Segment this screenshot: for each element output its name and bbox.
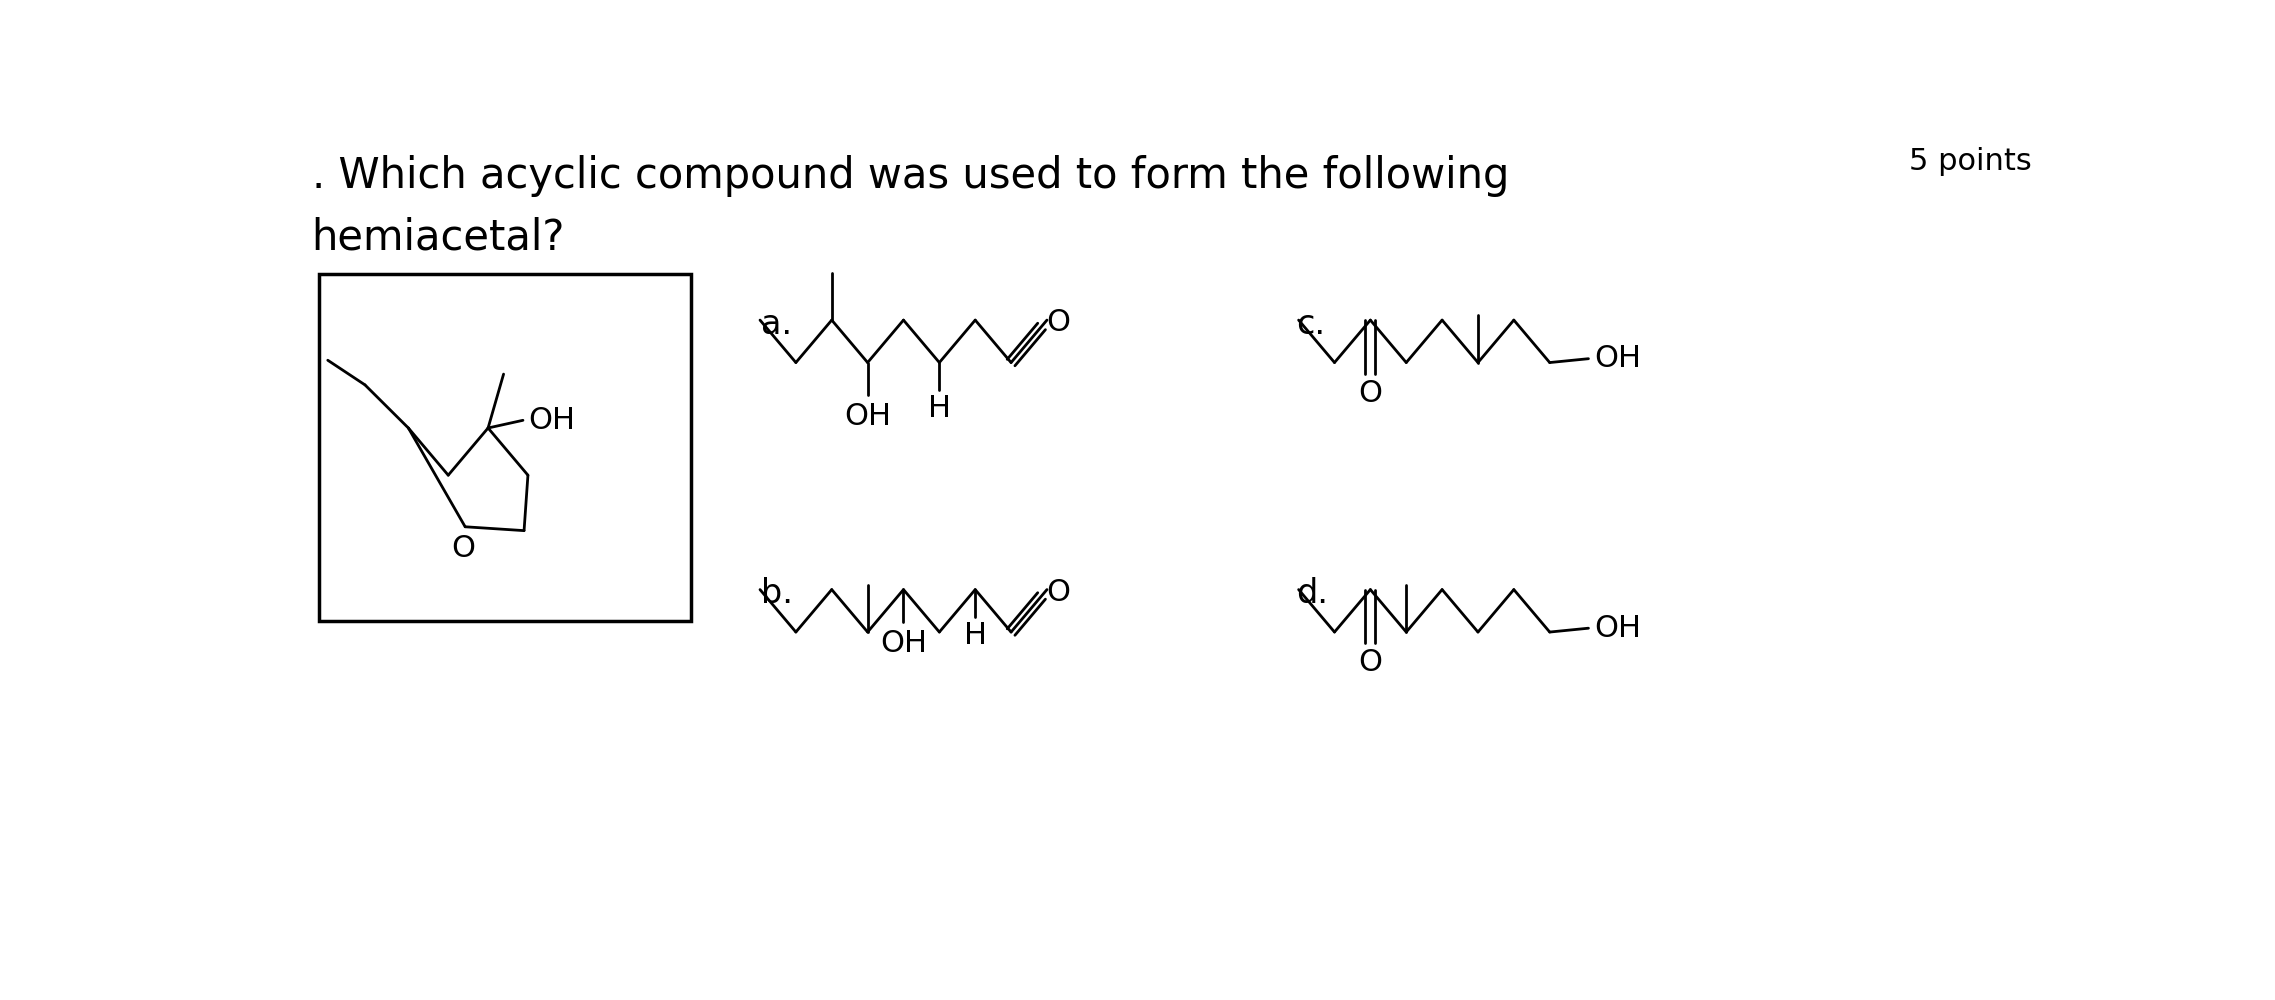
- Text: a.: a.: [762, 308, 792, 341]
- Text: . Which acyclic compound was used to form the following: . Which acyclic compound was used to for…: [312, 155, 1508, 197]
- Text: OH: OH: [844, 402, 892, 431]
- Text: OH: OH: [880, 629, 926, 658]
- Text: OH: OH: [528, 406, 576, 435]
- Text: H: H: [928, 394, 951, 423]
- Text: d.: d.: [1297, 577, 1329, 610]
- Text: hemiacetal?: hemiacetal?: [312, 216, 564, 258]
- Text: b.: b.: [762, 577, 794, 610]
- Text: OH: OH: [1595, 344, 1640, 373]
- Text: OH: OH: [1595, 614, 1640, 643]
- Text: O: O: [1358, 648, 1383, 677]
- Text: c.: c.: [1297, 308, 1324, 341]
- FancyBboxPatch shape: [319, 274, 692, 620]
- Text: O: O: [453, 534, 475, 563]
- Text: 5 points: 5 points: [1909, 147, 2032, 176]
- Text: O: O: [1358, 379, 1383, 408]
- Text: H: H: [965, 621, 987, 650]
- Text: O: O: [1046, 308, 1072, 337]
- Text: O: O: [1046, 578, 1072, 607]
